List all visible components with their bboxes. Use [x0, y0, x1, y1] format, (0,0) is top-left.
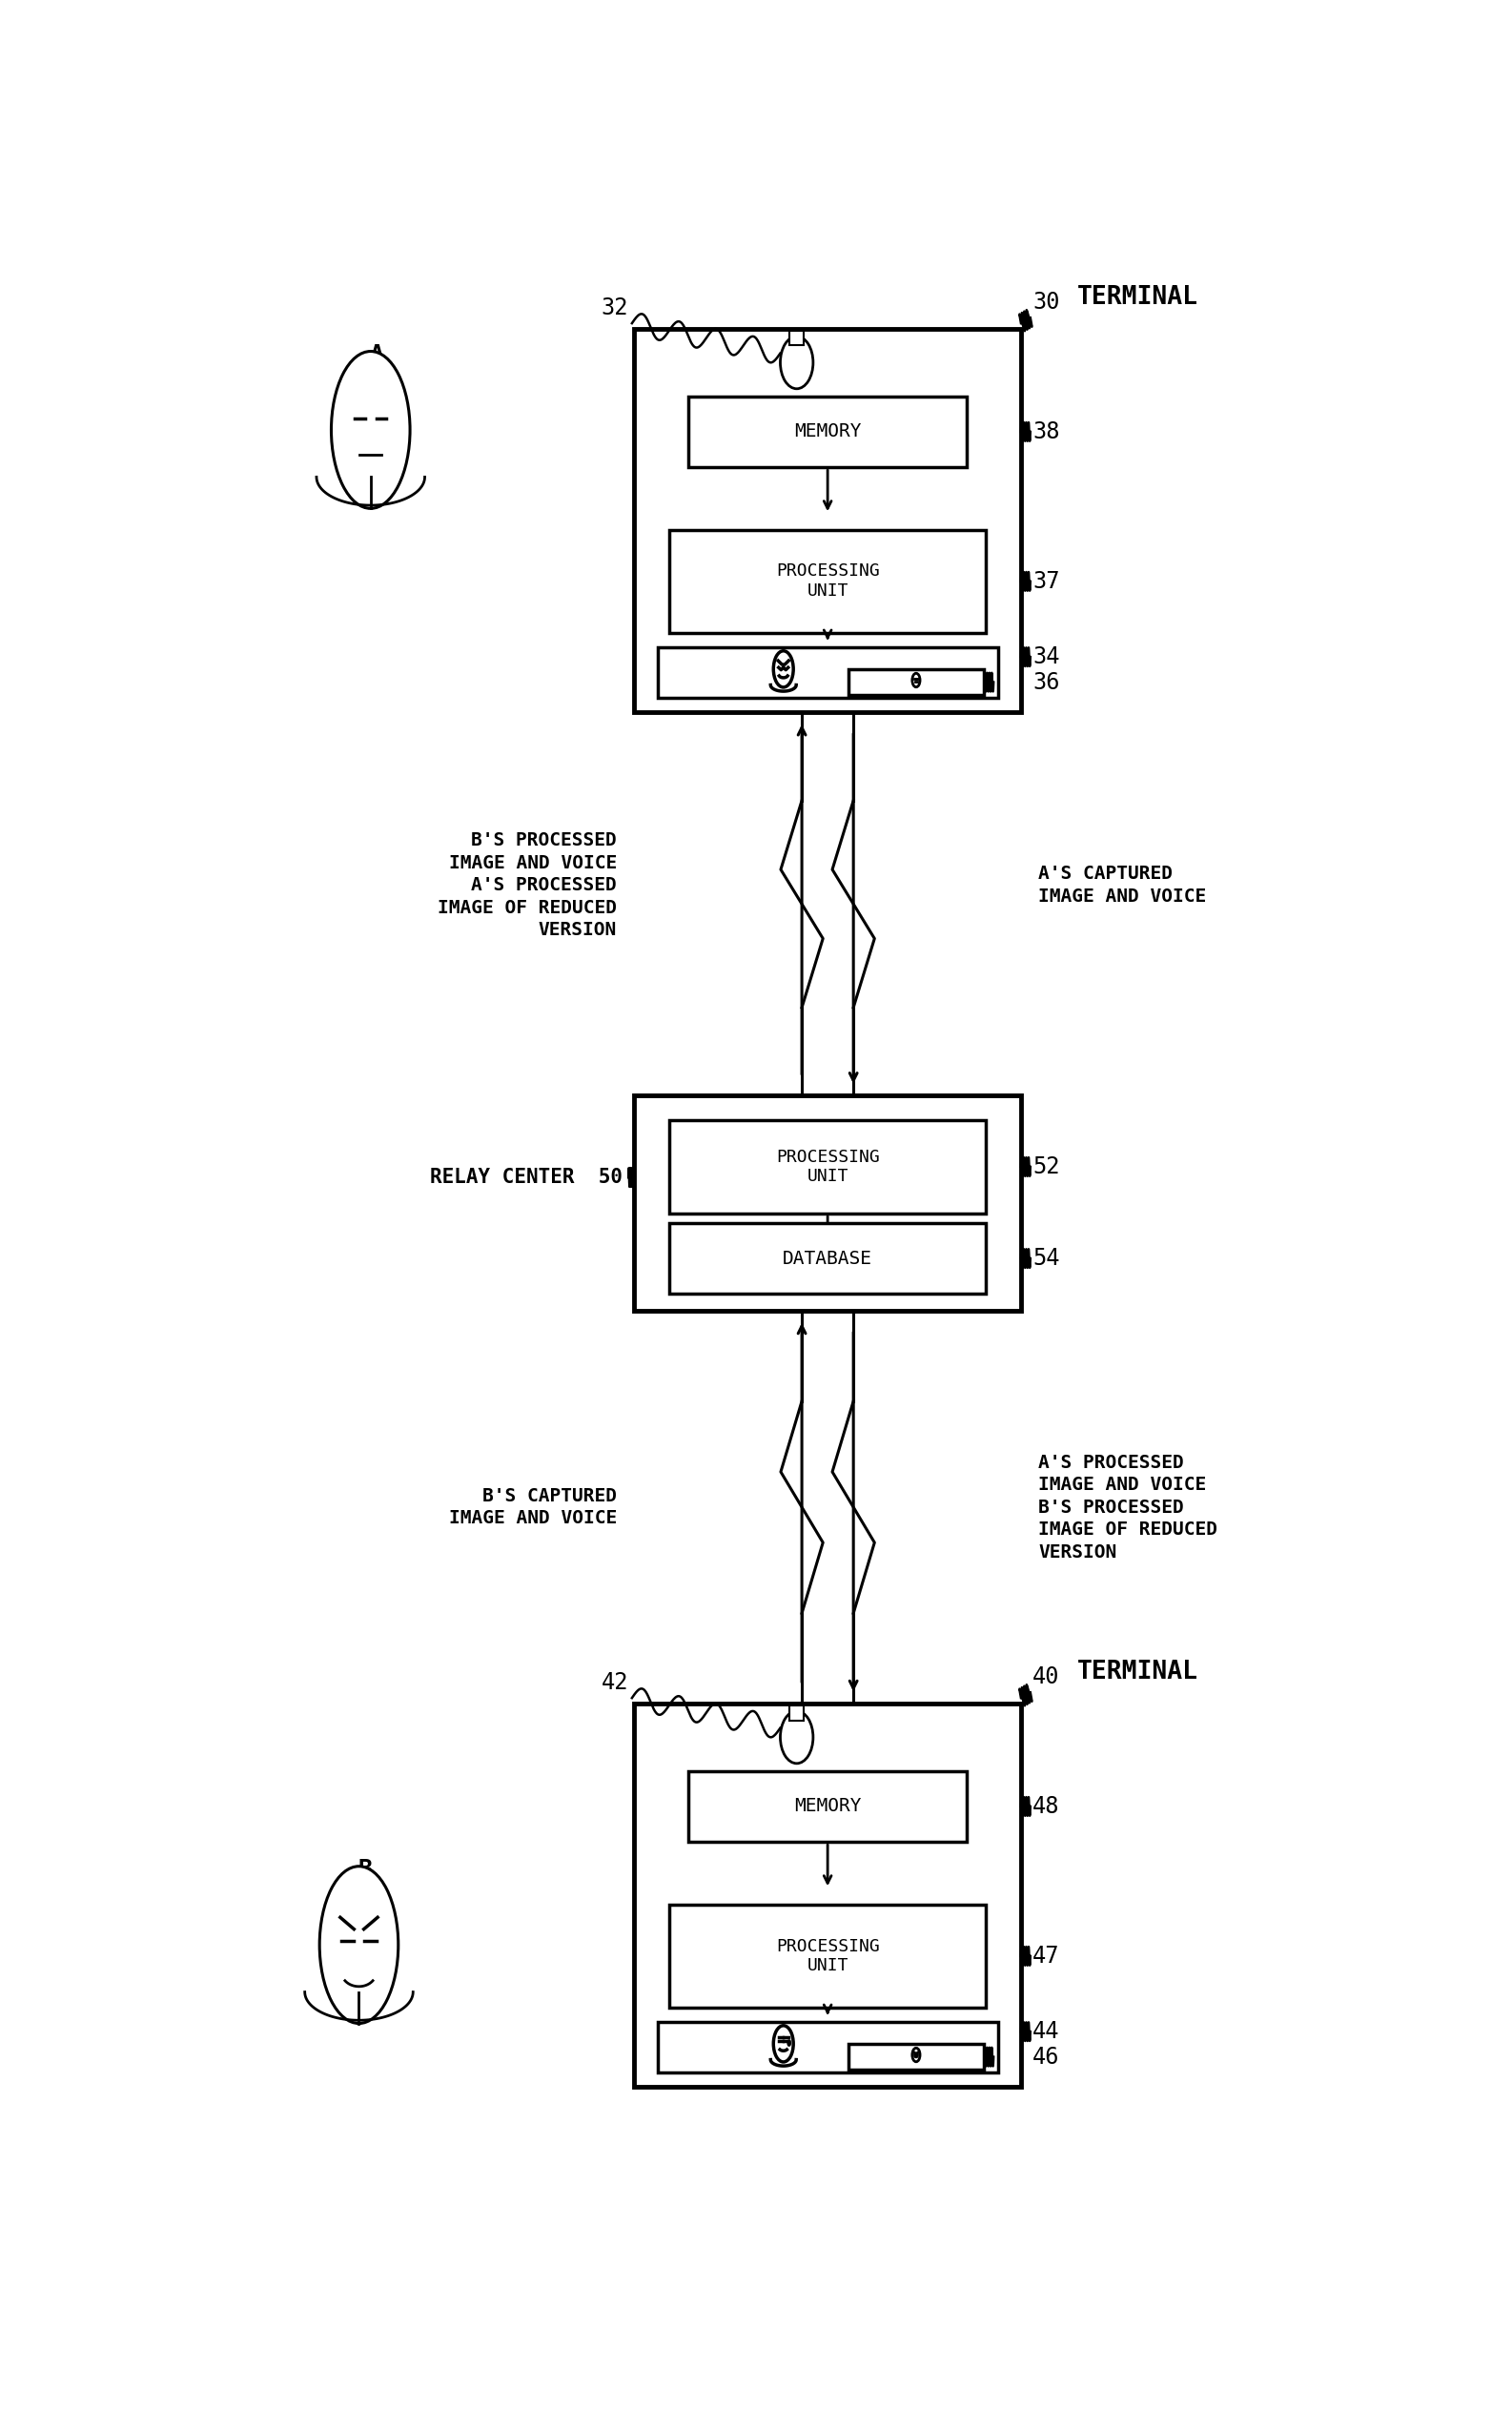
Text: A'S PROCESSED
IMAGE AND VOICE
B'S PROCESSED
IMAGE OF REDUCED
VERSION: A'S PROCESSED IMAGE AND VOICE B'S PROCES… — [1039, 1453, 1217, 1562]
Text: 42: 42 — [602, 1671, 629, 1695]
Text: 32: 32 — [602, 296, 629, 321]
Text: MEMORY: MEMORY — [794, 423, 862, 440]
Circle shape — [780, 335, 813, 389]
Bar — [848, 2045, 984, 2070]
Text: PROCESSING
UNIT: PROCESSING UNIT — [776, 1938, 880, 1975]
Text: 46: 46 — [1033, 2045, 1060, 2070]
Text: 36: 36 — [1033, 670, 1060, 695]
Text: RELAY CENTER  50: RELAY CENTER 50 — [429, 1168, 623, 1188]
Text: B: B — [358, 1858, 372, 1880]
Ellipse shape — [774, 651, 794, 687]
Text: 40: 40 — [1033, 1666, 1060, 1688]
Text: PROCESSING
UNIT: PROCESSING UNIT — [776, 564, 880, 600]
Bar — [670, 1222, 986, 1295]
Bar — [670, 1904, 986, 2006]
Bar — [635, 328, 1021, 712]
Bar — [789, 330, 804, 345]
Text: 30: 30 — [1033, 291, 1060, 313]
Bar — [670, 1120, 986, 1214]
Bar — [635, 1095, 1021, 1312]
Circle shape — [780, 1710, 813, 1763]
Ellipse shape — [788, 2040, 791, 2045]
Text: 37: 37 — [1033, 571, 1060, 593]
Text: TERMINAL: TERMINAL — [1077, 1659, 1199, 1686]
Text: DATABASE: DATABASE — [783, 1249, 872, 1268]
Bar — [848, 670, 984, 695]
Text: 47: 47 — [1033, 1946, 1060, 1967]
Bar — [688, 1771, 966, 1841]
Ellipse shape — [912, 2048, 919, 2062]
Bar — [658, 646, 998, 697]
Ellipse shape — [912, 673, 919, 687]
Bar — [670, 530, 986, 634]
Text: TERMINAL: TERMINAL — [1077, 284, 1199, 311]
Bar — [635, 1703, 1021, 2087]
Text: 48: 48 — [1033, 1795, 1060, 1817]
Text: 54: 54 — [1033, 1246, 1060, 1270]
Ellipse shape — [319, 1865, 398, 2023]
Text: 34: 34 — [1033, 646, 1060, 668]
Text: MEMORY: MEMORY — [794, 1797, 862, 1814]
Text: 44: 44 — [1033, 2021, 1060, 2043]
Ellipse shape — [331, 352, 410, 508]
Text: A: A — [369, 342, 384, 367]
Text: A'S CAPTURED
IMAGE AND VOICE: A'S CAPTURED IMAGE AND VOICE — [1039, 865, 1207, 906]
Bar — [688, 396, 966, 466]
Text: B'S CAPTURED
IMAGE AND VOICE: B'S CAPTURED IMAGE AND VOICE — [449, 1487, 617, 1528]
Ellipse shape — [774, 2026, 794, 2062]
Bar — [658, 2021, 998, 2072]
Text: PROCESSING
UNIT: PROCESSING UNIT — [776, 1149, 880, 1185]
Text: 52: 52 — [1033, 1156, 1060, 1178]
Text: 38: 38 — [1033, 420, 1060, 442]
Bar — [789, 1705, 804, 1720]
Text: B'S PROCESSED
IMAGE AND VOICE
A'S PROCESSED
IMAGE OF REDUCED
VERSION: B'S PROCESSED IMAGE AND VOICE A'S PROCES… — [437, 831, 617, 940]
